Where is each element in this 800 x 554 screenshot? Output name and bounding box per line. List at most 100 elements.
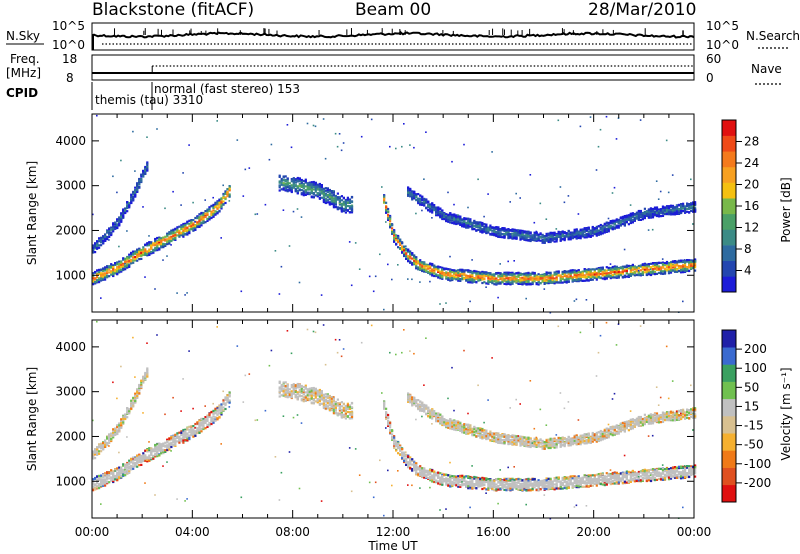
power-cell bbox=[417, 267, 420, 270]
power-cell bbox=[511, 282, 514, 285]
power-cell bbox=[549, 274, 552, 277]
power-cell bbox=[491, 151, 493, 153]
power-cell bbox=[680, 210, 683, 213]
velocity-cell bbox=[98, 483, 101, 486]
power-cell bbox=[515, 237, 518, 240]
power-cell bbox=[108, 271, 111, 274]
power-cell bbox=[549, 236, 552, 239]
power-cell bbox=[599, 223, 602, 227]
power-cell bbox=[463, 217, 466, 220]
power-cell bbox=[216, 212, 219, 215]
power-cell bbox=[178, 234, 181, 237]
power-cell bbox=[557, 270, 560, 273]
power-cell bbox=[589, 278, 592, 281]
power-cell bbox=[475, 229, 478, 232]
power-cell bbox=[112, 175, 114, 178]
power-cell bbox=[684, 259, 686, 261]
power-cell bbox=[692, 223, 694, 225]
power-cell bbox=[547, 271, 550, 274]
power-cell bbox=[471, 259, 473, 261]
power-cell bbox=[575, 298, 578, 301]
power-cell bbox=[417, 260, 420, 263]
power-cell bbox=[144, 243, 147, 246]
power-cell bbox=[639, 119, 642, 121]
power-cell bbox=[467, 224, 470, 227]
velocity-cell bbox=[94, 450, 97, 453]
power-cell bbox=[429, 267, 432, 270]
power-cell bbox=[686, 204, 689, 208]
power-cell bbox=[489, 273, 492, 276]
power-cell bbox=[116, 218, 119, 221]
power-cell bbox=[338, 133, 341, 135]
power-cell bbox=[451, 218, 454, 221]
power-cell bbox=[413, 255, 416, 258]
power-cell bbox=[511, 232, 514, 235]
power-cell bbox=[96, 114, 98, 117]
power-cell bbox=[427, 200, 430, 203]
power-cell bbox=[585, 270, 588, 274]
power-cell bbox=[559, 281, 562, 284]
power-cell bbox=[581, 275, 584, 278]
power-cell bbox=[655, 214, 659, 217]
power-cell bbox=[559, 277, 562, 280]
power-cell bbox=[505, 283, 508, 286]
power-cell bbox=[625, 275, 628, 278]
power-cell bbox=[150, 247, 153, 250]
power-cell bbox=[136, 250, 139, 253]
power-cell bbox=[324, 197, 327, 200]
power-cell bbox=[491, 229, 494, 232]
power-cell bbox=[467, 226, 470, 229]
power-cell bbox=[511, 271, 514, 274]
power-cell bbox=[314, 186, 317, 189]
power-cell bbox=[158, 238, 161, 241]
power-cell bbox=[304, 191, 307, 194]
power-cell bbox=[627, 223, 630, 226]
power-cell bbox=[138, 186, 141, 189]
power-cell bbox=[521, 279, 524, 282]
power-cell bbox=[134, 258, 137, 261]
power-cell bbox=[643, 264, 646, 267]
power-cell bbox=[415, 199, 418, 202]
power-cell bbox=[284, 178, 287, 182]
power-cell bbox=[495, 226, 498, 229]
power-cell bbox=[519, 197, 521, 199]
power-cell bbox=[475, 277, 478, 280]
power-cell bbox=[597, 225, 600, 228]
power-cell bbox=[152, 251, 155, 254]
power-cell bbox=[651, 213, 655, 216]
power-cell bbox=[178, 232, 181, 235]
power-cell bbox=[469, 274, 472, 277]
power-cell bbox=[114, 272, 117, 275]
power-cell bbox=[407, 257, 410, 260]
power-cell bbox=[553, 240, 556, 243]
power-cell bbox=[667, 206, 671, 209]
power-cell bbox=[350, 284, 353, 287]
power-cell bbox=[330, 199, 333, 203]
power-cell bbox=[108, 275, 111, 278]
power-cell bbox=[395, 243, 398, 246]
power-cell bbox=[483, 223, 486, 226]
power-cell bbox=[641, 215, 644, 218]
power-cell bbox=[180, 228, 183, 231]
power-cell bbox=[393, 240, 396, 243]
power-cell bbox=[513, 276, 516, 279]
noise-left-tick-bottom: 10^0 bbox=[52, 38, 85, 52]
power-cell bbox=[320, 196, 323, 199]
power-cell bbox=[637, 212, 640, 215]
power-cell bbox=[587, 226, 590, 229]
power-cell bbox=[170, 231, 173, 234]
power-cell bbox=[302, 184, 305, 188]
power-cell bbox=[569, 271, 572, 274]
power-cell bbox=[158, 241, 161, 244]
power-cell bbox=[318, 192, 321, 195]
power-cell bbox=[96, 280, 99, 283]
power-cell bbox=[453, 221, 456, 224]
power-cell bbox=[92, 283, 95, 286]
power-cell bbox=[421, 201, 424, 204]
power-cell bbox=[694, 264, 697, 267]
power-cell bbox=[226, 195, 229, 198]
power-cell bbox=[453, 269, 456, 272]
power-cell bbox=[571, 271, 574, 274]
power-cell bbox=[397, 236, 400, 239]
power-cell bbox=[419, 281, 421, 283]
